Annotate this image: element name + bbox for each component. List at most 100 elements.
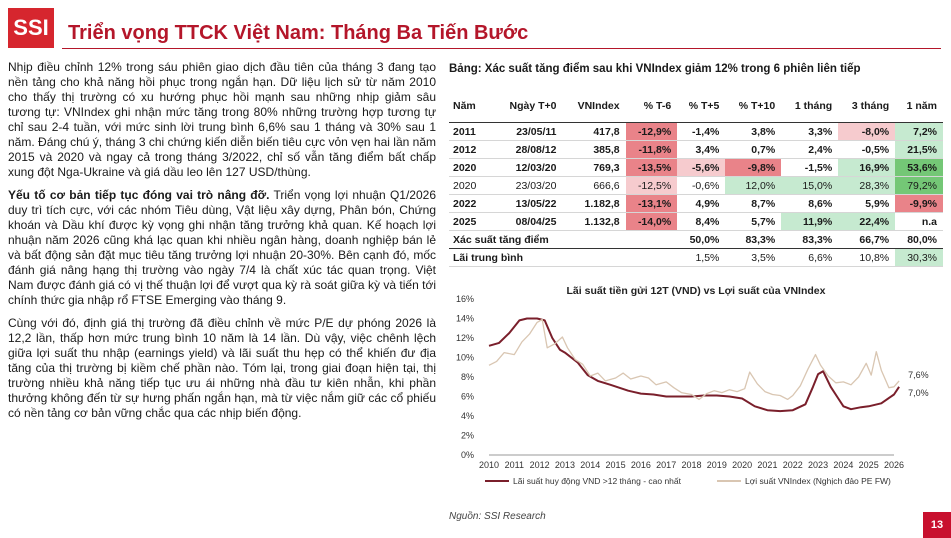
cell: 385,8 — [562, 140, 626, 159]
cell: 28/08/12 — [492, 140, 563, 159]
cell: 83,3% — [781, 230, 839, 249]
ssi-logo: SSI — [8, 8, 54, 48]
summary-label: Xác suất tăng điểm — [449, 230, 678, 249]
y-tick-label: 4% — [461, 411, 474, 421]
cell: -0,6% — [677, 176, 726, 195]
cell: 3,8% — [725, 122, 782, 141]
cell: 2012 — [449, 140, 493, 159]
cell: -13,1% — [625, 194, 678, 213]
cell: 8,6% — [781, 194, 839, 213]
y-tick-label: 0% — [461, 450, 474, 460]
x-tick-label: 2018 — [681, 460, 701, 470]
x-tick-label: 2026 — [884, 460, 904, 470]
cell: -14,0% — [625, 212, 678, 231]
yield-end-label: 7,6% — [908, 370, 929, 380]
cell: -0,5% — [838, 140, 896, 159]
cell: 666,6 — [562, 176, 626, 195]
cell: 10,8% — [838, 248, 896, 267]
paragraph-3: Cùng với đó, định giá thị trường đã điều… — [8, 316, 436, 420]
cell: 2022 — [449, 194, 493, 213]
cell: 83,3% — [725, 230, 782, 249]
cell: -11,8% — [625, 140, 678, 159]
x-tick-label: 2011 — [505, 460, 524, 470]
header-cell: % T+5 — [677, 90, 726, 123]
cell: 23/05/11 — [492, 122, 563, 141]
cell: 1.132,8 — [562, 212, 626, 231]
y-tick-label: 10% — [456, 353, 474, 363]
cell: 417,8 — [562, 122, 626, 141]
cell: 0,7% — [725, 140, 782, 159]
recovery-table: Năm Ngày T+0 VNIndex % T-6 % T+5 % T+10 … — [449, 90, 943, 267]
cell: 30,3% — [895, 248, 943, 267]
table-header-row: Năm Ngày T+0 VNIndex % T-6 % T+5 % T+10 … — [449, 90, 943, 123]
header-cell: 1 tháng — [781, 90, 839, 123]
cell: 50,0% — [677, 230, 726, 249]
cell: -8,0% — [838, 122, 896, 141]
cell: 23/03/20 — [492, 176, 563, 195]
cell: -1,4% — [677, 122, 726, 141]
y-tick-label: 8% — [461, 372, 474, 382]
cell: 79,2% — [895, 176, 943, 195]
table-row: 2025 08/04/25 1.132,8 -14,0% 8,4% 5,7% 1… — [449, 212, 943, 231]
legend-label-yield: Lợi suất VNIndex (Nghịch đảo PE FW) — [745, 476, 891, 486]
cell: 2020 — [449, 176, 493, 195]
cell: 769,3 — [562, 158, 626, 177]
body-text: Nhịp điều chỉnh 12% trong sáu phiên giao… — [8, 60, 436, 429]
x-tick-label: 2012 — [530, 460, 550, 470]
x-tick-label: 2016 — [631, 460, 651, 470]
cell: 53,6% — [895, 158, 943, 177]
y-tick-label: 2% — [461, 431, 474, 441]
y-tick-label: 14% — [456, 314, 474, 324]
cell: -13,5% — [625, 158, 678, 177]
paragraph-2: Yếu tố cơ bản tiếp tục đóng vai trò nâng… — [8, 188, 436, 308]
cell: 2,4% — [781, 140, 839, 159]
cell: 80,0% — [895, 230, 943, 249]
y-tick-label: 16% — [456, 294, 474, 304]
x-tick-label: 2024 — [833, 460, 853, 470]
cell: 15,0% — [781, 176, 839, 195]
x-tick-label: 2025 — [859, 460, 879, 470]
cell: 12,0% — [725, 176, 782, 195]
cell: 22,4% — [838, 212, 896, 231]
page-title: Triển vọng TTCK Việt Nam: Tháng Ba Tiến … — [68, 22, 529, 44]
x-tick-label: 2013 — [555, 460, 575, 470]
summary-label: Lãi trung bình — [449, 248, 678, 267]
summary-row-probability: Xác suất tăng điểm 50,0% 83,3% 83,3% 66,… — [449, 230, 943, 249]
x-tick-label: 2020 — [732, 460, 752, 470]
cell: -5,6% — [677, 158, 726, 177]
table-row: 2020 12/03/20 769,3 -13,5% -5,6% -9,8% -… — [449, 158, 943, 177]
page-number: 13 — [923, 512, 951, 538]
x-tick-label: 2022 — [783, 460, 803, 470]
cell: -12,5% — [625, 176, 678, 195]
x-tick-label: 2014 — [580, 460, 600, 470]
paragraph-2-heading: Yếu tố cơ bản tiếp tục đóng vai trò nâng… — [8, 188, 270, 202]
cell: -1,5% — [781, 158, 839, 177]
cell: 3,4% — [677, 140, 726, 159]
cell: 2011 — [449, 122, 493, 141]
cell: 5,7% — [725, 212, 782, 231]
x-tick-label: 2017 — [656, 460, 676, 470]
cell: -12,9% — [625, 122, 678, 141]
cell: 2020 — [449, 158, 493, 177]
cell: 8,4% — [677, 212, 726, 231]
rate-vs-yield-chart: Lãi suất tiền gửi 12T (VND) vs Lợi suất … — [456, 285, 929, 486]
cell: 5,9% — [838, 194, 896, 213]
table-row: 2012 28/08/12 385,8 -11,8% 3,4% 0,7% 2,4… — [449, 140, 943, 159]
header-cell: VNIndex — [562, 90, 626, 123]
cell: 11,9% — [781, 212, 839, 231]
cell: 2025 — [449, 212, 493, 231]
table-row: 2011 23/05/11 417,8 -12,9% -1,4% 3,8% 3,… — [449, 122, 943, 141]
earnings-yield-line — [488, 318, 900, 401]
cell: 7,2% — [895, 122, 943, 141]
cell: 12/03/20 — [492, 158, 563, 177]
source-note: Nguồn: SSI Research — [449, 511, 546, 522]
y-tick-label: 6% — [461, 392, 474, 402]
paragraph-1: Nhịp điều chỉnh 12% trong sáu phiên giao… — [8, 60, 436, 179]
cell: 3,3% — [781, 122, 839, 141]
cell: 8,7% — [725, 194, 782, 213]
header-cell: % T-6 — [625, 90, 678, 123]
cell: 3,5% — [725, 248, 782, 267]
cell: 08/04/25 — [492, 212, 563, 231]
cell: -9,9% — [895, 194, 943, 213]
rate-end-label: 7,0% — [908, 388, 929, 398]
